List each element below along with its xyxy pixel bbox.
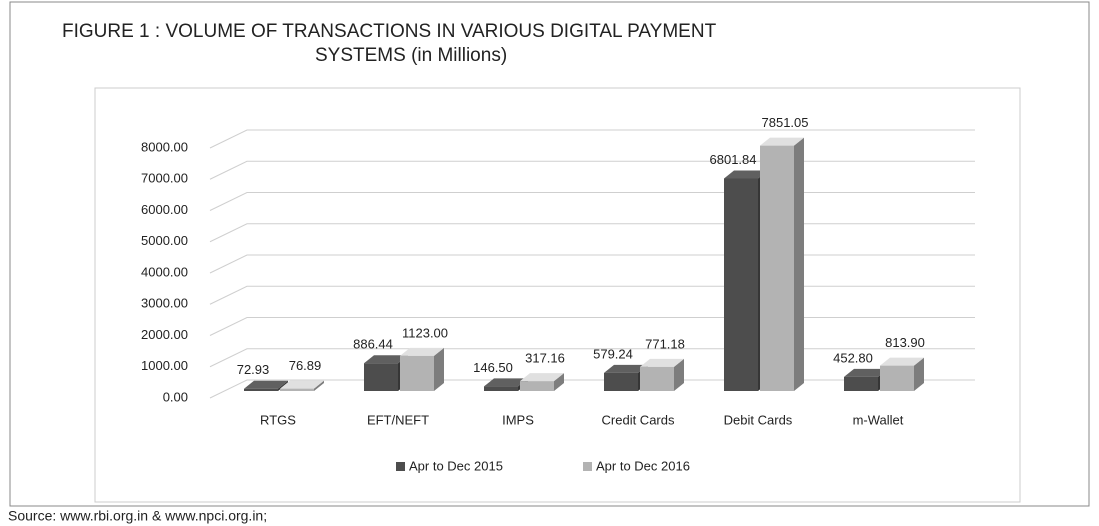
data-label: 813.90 — [885, 335, 925, 350]
grid-line — [209, 223, 975, 243]
legend-label: Apr to Dec 2015 — [409, 458, 503, 473]
bar — [760, 137, 804, 391]
bar-top — [520, 373, 564, 382]
x-tick-label: IMPS — [502, 412, 534, 427]
grid-line — [209, 192, 975, 211]
bar-front — [364, 363, 398, 391]
bar-top — [280, 380, 324, 389]
x-tick-label: Credit Cards — [602, 412, 675, 427]
chart-title: SYSTEMS (in Millions) — [315, 45, 507, 66]
bar-side — [434, 347, 444, 391]
bar-side — [914, 357, 924, 391]
data-label: 7851.05 — [762, 115, 809, 130]
bar — [244, 380, 288, 391]
bar — [280, 380, 324, 391]
bar — [880, 357, 924, 391]
bar-front — [640, 366, 674, 391]
data-label: 1123.00 — [402, 325, 448, 340]
bar-top — [364, 355, 408, 364]
bar-top — [844, 368, 888, 377]
x-tick-label: EFT/NEFT — [367, 412, 429, 427]
bar-top — [604, 364, 648, 373]
bar-side — [554, 373, 564, 391]
legend-swatch — [396, 462, 405, 471]
bar-front — [604, 372, 638, 391]
bar — [400, 347, 444, 391]
data-label: 317.16 — [525, 351, 565, 366]
bar-front — [484, 386, 518, 391]
bar-front — [760, 145, 794, 391]
bar — [640, 358, 684, 391]
y-tick-label: 7000.00 — [141, 171, 188, 186]
data-label: 771.18 — [645, 336, 685, 351]
plot-frame — [94, 87, 1021, 503]
y-tick-label: 2000.00 — [141, 327, 188, 342]
bar-side — [314, 380, 324, 391]
frame — [9, 1, 1090, 507]
y-tick-label: 8000.00 — [141, 139, 188, 154]
bar — [520, 373, 564, 391]
bar-side — [674, 358, 684, 391]
x-tick-label: Debit Cards — [724, 412, 793, 427]
x-tick-label: RTGS — [260, 412, 296, 427]
bar-top — [880, 357, 924, 366]
bar-side — [794, 137, 804, 391]
grid-line — [209, 160, 975, 180]
data-label: 579.24 — [593, 346, 633, 361]
bar-top — [640, 358, 684, 367]
bar-front — [880, 365, 914, 391]
y-tick-label: 1000.00 — [141, 358, 188, 373]
y-tick-label: 0.00 — [163, 389, 188, 404]
bar-top — [244, 380, 288, 389]
data-label: 72.93 — [237, 362, 270, 377]
bar-front — [400, 355, 434, 391]
data-label: 886.44 — [353, 337, 393, 352]
x-tick-label: m-Wallet — [853, 412, 904, 427]
bar-top — [484, 378, 528, 387]
y-tick-label: 5000.00 — [141, 233, 188, 248]
legend-swatch — [583, 462, 592, 471]
y-tick-label: 6000.00 — [141, 202, 188, 217]
data-label: 76.89 — [289, 358, 322, 373]
bar-front — [520, 381, 554, 391]
bar-front — [844, 376, 878, 391]
y-tick-label: 4000.00 — [141, 264, 188, 279]
grid-line — [209, 254, 975, 274]
bar-top — [760, 137, 804, 146]
chart-title: FIGURE 1 : VOLUME OF TRANSACTIONS IN VAR… — [62, 21, 717, 42]
grid-line — [209, 317, 975, 336]
grid-line — [209, 129, 975, 149]
data-label: 146.50 — [473, 360, 513, 375]
grid-line — [209, 285, 975, 305]
source-note: Source: www.rbi.org.in & www.npci.org.in… — [8, 508, 267, 524]
bar-front — [244, 388, 278, 391]
bar-top — [400, 347, 444, 356]
bar-front — [724, 178, 758, 391]
data-label: 452.80 — [833, 350, 873, 365]
bar-top — [724, 170, 768, 179]
legend-label: Apr to Dec 2016 — [596, 458, 690, 473]
bar-front — [280, 388, 314, 391]
y-tick-label: 3000.00 — [141, 296, 188, 311]
data-label: 6801.84 — [710, 152, 757, 167]
